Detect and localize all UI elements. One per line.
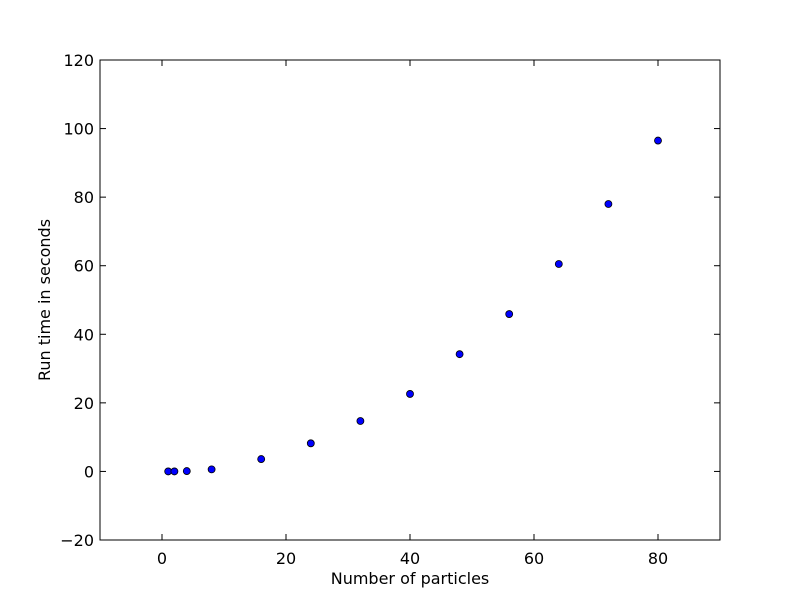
data-point — [170, 467, 179, 476]
x-tick-label: 60 — [524, 549, 544, 568]
data-point — [604, 200, 613, 208]
x-tick-label: 0 — [157, 549, 167, 568]
data-points — [164, 136, 662, 476]
y-tick-label: 120 — [63, 51, 94, 70]
data-point — [554, 260, 563, 268]
x-axis-label: Number of particles — [331, 569, 490, 588]
data-point — [207, 465, 216, 474]
data-point — [654, 136, 662, 145]
data-point — [455, 350, 464, 359]
y-tick-label: 20 — [74, 394, 94, 413]
y-tick-label: 60 — [74, 257, 94, 276]
x-tick-label: 40 — [400, 549, 420, 568]
data-point — [257, 455, 266, 463]
data-point — [406, 390, 414, 398]
data-point — [356, 417, 365, 425]
data-point — [182, 467, 191, 475]
y-tick-label: 0 — [84, 462, 94, 481]
plot-area — [100, 60, 720, 540]
y-axis-label: Run time in seconds — [35, 219, 54, 381]
data-point — [306, 439, 315, 448]
y-tick-label: −20 — [60, 531, 94, 550]
data-point — [505, 310, 514, 318]
tick-labels: 0 20 40 60 80 −20 0 20 40 60 80 100 120 — [60, 51, 668, 568]
y-tick-label: 80 — [74, 188, 94, 207]
x-tick-label: 80 — [648, 549, 668, 568]
x-tick-label: 20 — [276, 549, 296, 568]
plot-frame — [99, 59, 721, 541]
y-tick-label: 40 — [74, 325, 94, 344]
y-tick-label: 100 — [63, 120, 94, 139]
